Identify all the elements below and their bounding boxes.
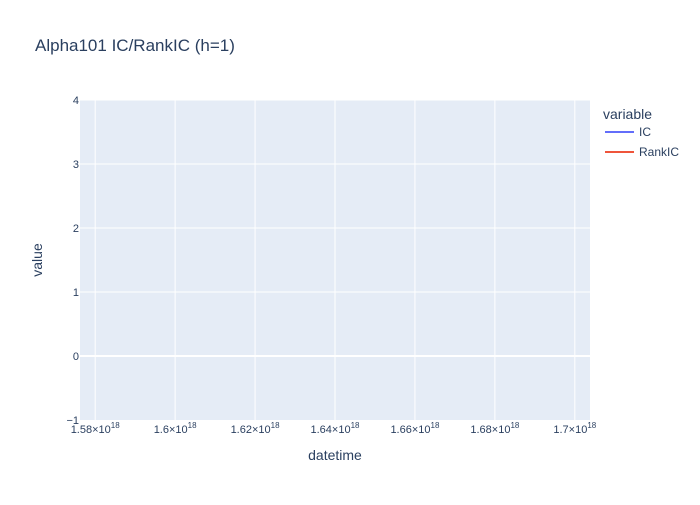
x-tick-label: 1.6×1018 — [154, 421, 197, 436]
legend-label: RankIC — [639, 145, 679, 159]
x-tick-label: 1.7×1018 — [553, 421, 596, 436]
y-tick-label: 2 — [73, 223, 79, 235]
y-tick-label: −1 — [66, 415, 79, 427]
y-tick-label: 0 — [73, 351, 79, 363]
chart-title: Alpha101 IC/RankIC (h=1) — [35, 36, 235, 55]
x-tick-label: 1.68×1018 — [470, 421, 520, 436]
x-tick-label: 1.58×1018 — [71, 421, 121, 436]
x-tick-labels: 1.58×1018 1.6×1018 1.62×1018 1.64×1018 1.66×… — [71, 421, 597, 436]
x-tick-label: 1.66×1018 — [390, 421, 440, 436]
legend-title: variable — [603, 106, 652, 122]
legend-item[interactable]: RankIC — [605, 145, 679, 159]
legend-label: IC — [639, 125, 651, 139]
grid-lines — [80, 99, 590, 420]
y-tick-label: 3 — [73, 159, 79, 171]
y-tick-label: 4 — [73, 95, 79, 107]
y-tick-label: 1 — [73, 287, 79, 299]
y-axis-title: value — [29, 243, 45, 277]
x-axis-title: datetime — [308, 447, 362, 463]
x-tick-label: 1.64×1018 — [311, 421, 361, 436]
y-tick-labels: −1 0 1 2 3 4 — [66, 95, 79, 427]
legend-item[interactable]: IC — [605, 125, 651, 139]
x-tick-label: 1.62×1018 — [231, 421, 281, 436]
legend-items: IC RankIC — [605, 125, 679, 159]
legend: variable IC RankIC — [603, 106, 679, 159]
